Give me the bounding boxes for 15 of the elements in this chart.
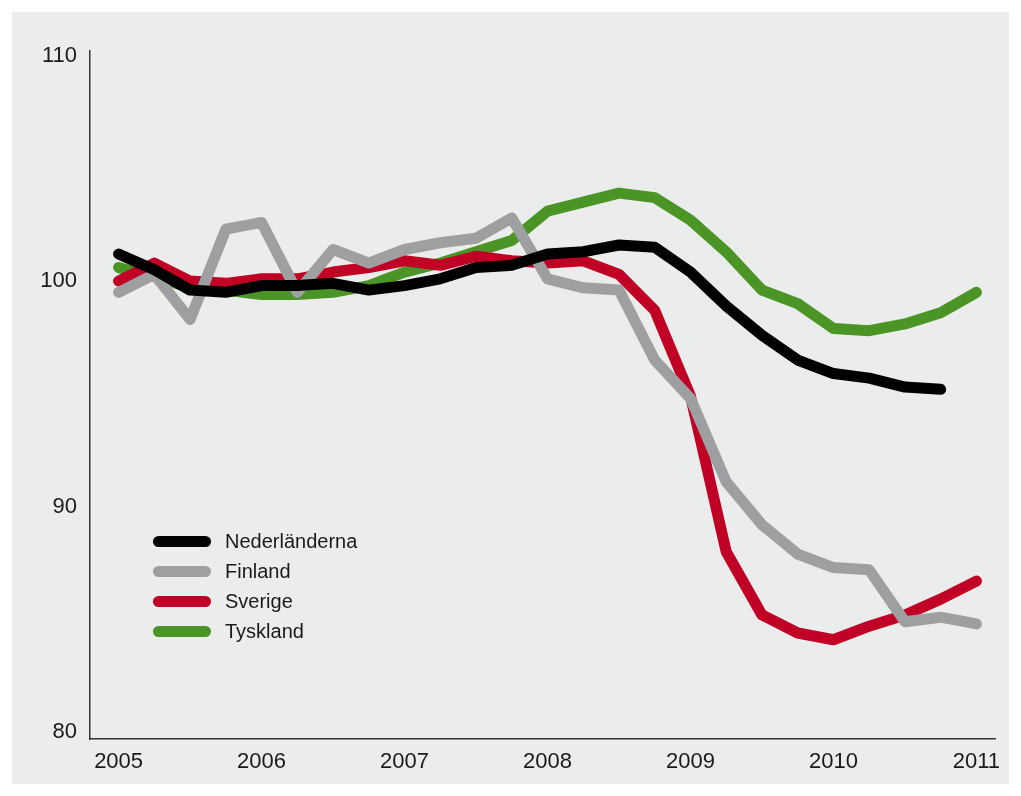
x-tick-label: 2005 bbox=[94, 748, 144, 774]
y-tick-label: 90 bbox=[52, 492, 77, 518]
x-tick-label: 2011 bbox=[952, 748, 1001, 774]
x-tick-label: 2006 bbox=[237, 748, 287, 774]
legend-label: Nederländerna bbox=[225, 529, 358, 553]
x-tick-label: 2007 bbox=[380, 748, 430, 774]
legend-label: Finland bbox=[225, 559, 291, 583]
y-tick-label: 110 bbox=[41, 41, 77, 67]
x-tick-label: 2010 bbox=[808, 748, 858, 774]
x-tick-label: 2009 bbox=[666, 748, 715, 774]
y-tick-label: 100 bbox=[40, 267, 77, 293]
y-tick-label: 80 bbox=[52, 718, 77, 744]
legend-label: Sverige bbox=[225, 589, 293, 613]
legend-label: Tyskland bbox=[225, 619, 304, 643]
x-tick-label: 2008 bbox=[523, 748, 572, 774]
